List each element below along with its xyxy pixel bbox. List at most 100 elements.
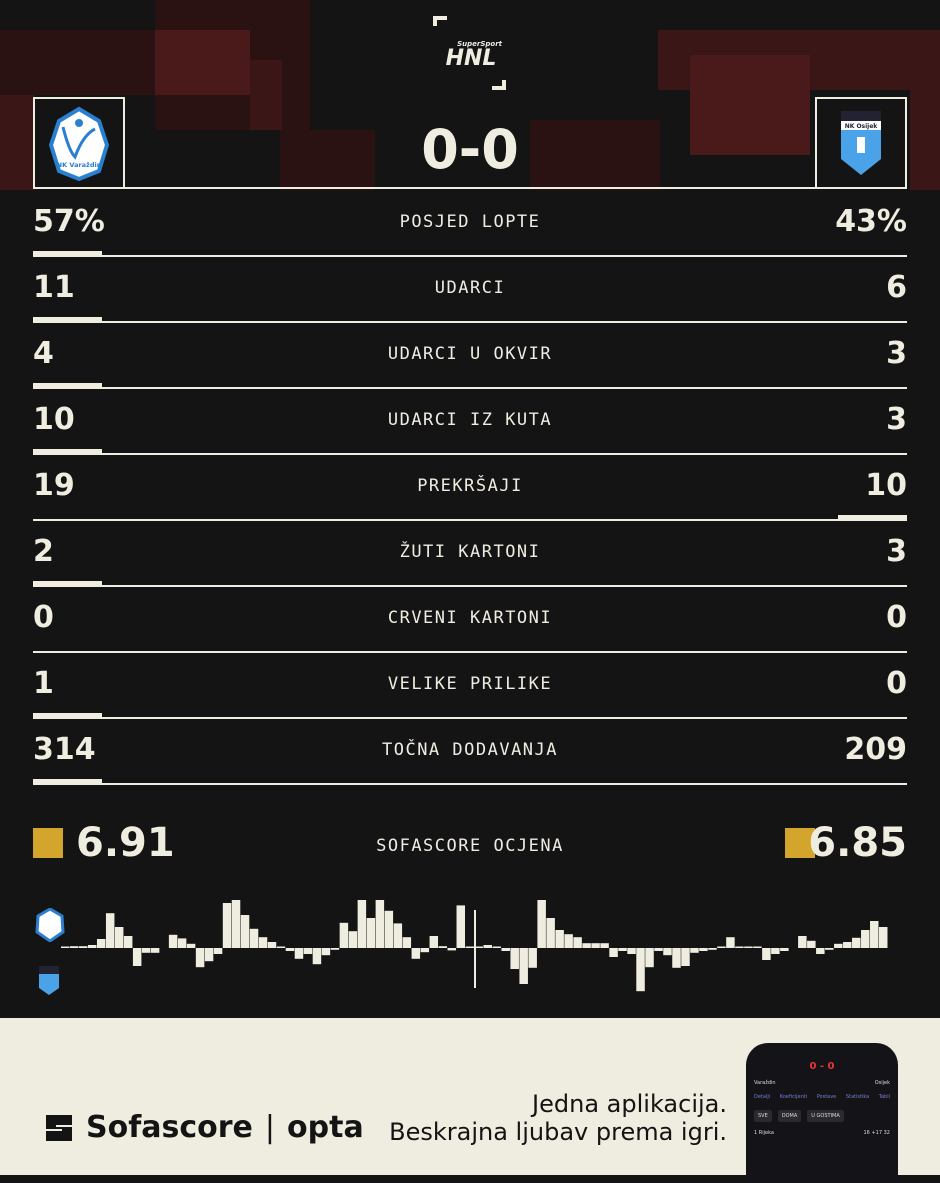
momentum-bar <box>411 948 421 959</box>
away-leader-bar <box>838 515 907 521</box>
away-momentum-crest-icon <box>39 966 59 995</box>
momentum-bar <box>708 948 717 950</box>
momentum-graph <box>61 900 888 992</box>
momentum-bar <box>78 946 88 948</box>
momentum-bar <box>528 948 537 968</box>
home-stat-value: 4 <box>33 336 54 371</box>
sofascore-logo-icon <box>46 1114 72 1141</box>
momentum-bar <box>87 945 97 948</box>
momentum-bar <box>798 936 807 948</box>
home-stat-value: 57% <box>33 204 105 239</box>
momentum-bar <box>321 948 331 956</box>
momentum-bar <box>312 948 322 965</box>
momentum-bar <box>348 931 358 948</box>
away-stat-value: 3 <box>886 402 907 437</box>
stat-row: 4 UDARCI U OKVIR 3 <box>33 322 907 389</box>
stat-label: POSJED LOPTE <box>399 212 541 232</box>
home-leader-bar <box>33 383 102 389</box>
frame-corner <box>433 16 447 20</box>
momentum-bar <box>672 948 681 968</box>
away-rating: 6.85 <box>808 820 907 866</box>
momentum-bar <box>375 900 385 948</box>
momentum-bar <box>276 946 286 948</box>
momentum-bar <box>591 943 600 948</box>
home-stat-value: 314 <box>33 732 96 767</box>
momentum-bar <box>96 939 106 948</box>
momentum-bar <box>366 918 376 948</box>
momentum-bar <box>645 948 654 968</box>
momentum-bar <box>492 946 501 948</box>
momentum-bar <box>726 937 735 948</box>
momentum-bar <box>429 936 439 948</box>
stat-divider <box>33 717 907 719</box>
momentum-bar <box>753 946 762 948</box>
away-stat-value: 3 <box>886 336 907 371</box>
league-logo: SuperSport HNL <box>445 40 502 71</box>
momentum-bar <box>564 934 573 948</box>
momentum-bar <box>69 946 79 948</box>
momentum-bar <box>465 946 474 948</box>
momentum-bar <box>717 946 726 948</box>
momentum-bar <box>582 943 591 948</box>
momentum-bar <box>546 918 555 948</box>
momentum-bar <box>771 948 780 954</box>
momentum-bar <box>384 910 394 948</box>
momentum-bar <box>600 943 609 948</box>
home-stat-value: 0 <box>33 600 54 635</box>
varazdin-crest-icon: NK Varaždin <box>48 106 110 182</box>
tagline: Jedna aplikacija. Beskrajna ljubav prema … <box>389 1090 727 1146</box>
momentum-bar <box>654 948 663 951</box>
momentum-bar <box>213 948 223 954</box>
momentum-bar <box>861 930 870 948</box>
momentum-bar <box>537 900 546 948</box>
home-leader-bar <box>33 317 102 323</box>
rating-label: SOFASCORE OCJENA <box>376 836 564 856</box>
momentum-bar <box>285 948 295 951</box>
header-divider <box>33 187 907 189</box>
momentum-bar <box>735 946 744 948</box>
home-stat-value: 2 <box>33 534 54 569</box>
home-leader-bar <box>33 581 102 587</box>
momentum-bar <box>843 942 852 948</box>
app-screenshot: 0 - 0 Varaždin Osijek Detalji Koeficijenti… <box>746 1043 898 1183</box>
stat-divider <box>33 387 907 389</box>
away-stat-value: 10 <box>865 468 907 503</box>
momentum-bar <box>510 948 519 969</box>
momentum-bar <box>258 937 268 948</box>
momentum-bar <box>114 927 124 948</box>
stat-divider <box>33 255 907 257</box>
momentum-bar <box>141 948 151 953</box>
home-stat-value: 11 <box>33 270 75 305</box>
momentum-bar <box>240 915 250 948</box>
momentum-bar <box>807 940 816 948</box>
away-stat-value: 0 <box>886 600 907 635</box>
momentum-bar <box>762 948 771 960</box>
home-leader-bar <box>33 713 102 719</box>
momentum-bar <box>699 948 708 951</box>
momentum-bar <box>393 923 403 948</box>
stat-divider <box>33 783 907 785</box>
home-stat-value: 1 <box>33 666 54 701</box>
momentum-bar <box>303 948 313 954</box>
momentum-bar <box>195 948 205 968</box>
stat-label: PREKRŠAJI <box>417 476 523 496</box>
momentum-bar <box>132 948 142 966</box>
away-stat-value: 43% <box>835 204 907 239</box>
momentum-bar <box>294 948 304 959</box>
away-team-name: NK Osijek <box>845 123 879 130</box>
stat-label: TOČNA DODAVANJA <box>381 740 559 760</box>
momentum-bar <box>150 948 160 953</box>
home-team-name: NK Varaždin <box>57 161 102 169</box>
footer: Sofascore | opta Jedna aplikacija. Beskrajn… <box>0 1018 940 1183</box>
momentum-bar <box>438 946 448 948</box>
momentum-bar <box>177 938 187 948</box>
momentum-bar <box>690 948 699 953</box>
frame-corner <box>433 16 437 26</box>
momentum-bar <box>123 936 133 948</box>
stat-row: 314 TOČNA DODAVANJA 209 <box>33 718 907 785</box>
momentum-bar <box>744 946 753 948</box>
home-rating: 6.91 <box>76 820 175 866</box>
momentum-bar <box>339 922 349 948</box>
momentum-bar <box>780 948 789 951</box>
stat-divider <box>33 321 907 323</box>
